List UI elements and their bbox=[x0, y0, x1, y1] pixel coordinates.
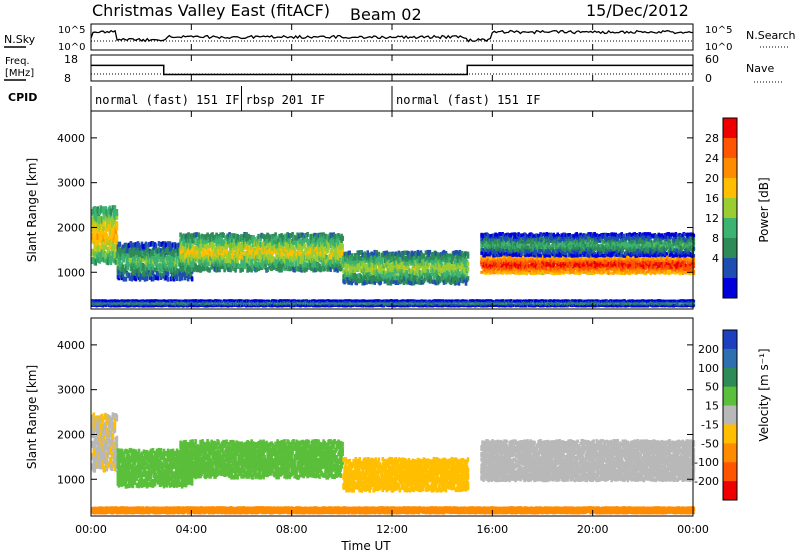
noise-right-tick-top: 10^5 bbox=[705, 25, 732, 36]
echo-cell bbox=[116, 209, 119, 216]
station-title: Christmas Valley East (fitACF) bbox=[92, 1, 330, 20]
noise-traces bbox=[91, 31, 693, 42]
noise-right-label: N.Search bbox=[746, 29, 796, 42]
echo-cell bbox=[189, 262, 192, 267]
noise-left-label: N.Sky bbox=[4, 33, 36, 46]
noise-left-tick-bottom: 10^0 bbox=[58, 42, 85, 53]
echo-cell bbox=[181, 267, 184, 272]
frequency-line bbox=[91, 65, 693, 74]
beam-title: Beam 02 bbox=[350, 5, 422, 24]
noise-panel: N.Sky 10^5 10^0 10^5 10^0 N.Search bbox=[4, 24, 796, 53]
cpid-segment-label: normal (fast) 151 IF bbox=[95, 93, 240, 107]
cpid-segment-label: normal (fast) 151 IF bbox=[396, 93, 541, 107]
frequency-panel: Freq. [MHz] 18 8 60 0 Nave bbox=[4, 53, 784, 85]
echo-cell bbox=[378, 252, 381, 257]
noise-sky-line bbox=[91, 31, 693, 42]
echo-cell bbox=[116, 234, 119, 241]
cpid-label: CPID bbox=[8, 91, 37, 104]
nave-right-tick-top: 60 bbox=[705, 53, 719, 66]
freq-left-tick-bottom: 8 bbox=[64, 72, 71, 85]
echo-cell bbox=[155, 244, 158, 249]
freq-left-label-2: [MHz] bbox=[5, 68, 34, 79]
echo-cell bbox=[341, 236, 344, 241]
echo-cell bbox=[306, 232, 309, 237]
frequency-traces bbox=[91, 65, 693, 74]
noise-left-tick-top: 10^5 bbox=[58, 25, 85, 36]
radar-summary-figure: Christmas Valley East (fitACF) Beam 02 1… bbox=[0, 0, 800, 554]
noise-right-tick-bottom: 10^0 bbox=[705, 42, 732, 53]
freq-left-label-1: Freq. bbox=[5, 56, 30, 67]
nave-right-tick-bottom: 0 bbox=[705, 72, 712, 85]
echo-cell bbox=[341, 244, 344, 249]
echo-cell bbox=[191, 276, 194, 281]
echo-band bbox=[179, 232, 344, 273]
cpid-segment-label: rbsp 201 IF bbox=[246, 93, 325, 107]
echo-band bbox=[92, 205, 119, 266]
echo-cell bbox=[116, 221, 119, 228]
echo-cell bbox=[146, 276, 149, 281]
date-title: 15/Dec/2012 bbox=[586, 1, 689, 20]
echo-cell bbox=[176, 276, 179, 281]
freq-left-tick-top: 18 bbox=[64, 53, 78, 66]
echo-cell bbox=[167, 277, 170, 282]
nave-right-label: Nave bbox=[746, 62, 774, 75]
echo-cell bbox=[119, 242, 122, 247]
